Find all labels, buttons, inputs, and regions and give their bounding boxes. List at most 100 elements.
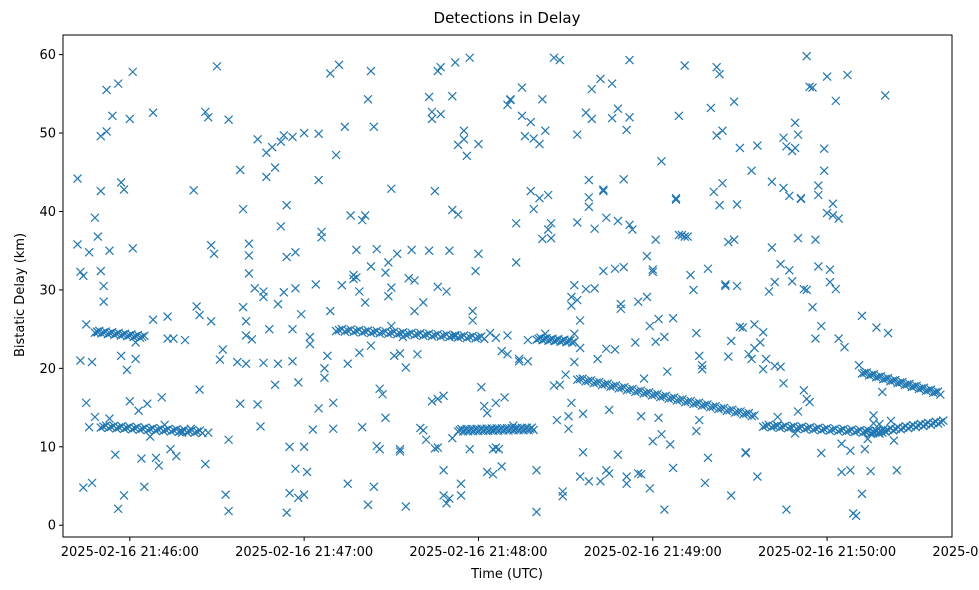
data-point: [697, 360, 707, 370]
data-point: [241, 359, 251, 369]
data-point: [476, 382, 486, 392]
data-point: [648, 267, 658, 277]
data-point: [250, 283, 260, 293]
data-point: [755, 338, 765, 347]
data-point: [352, 326, 361, 336]
data-point: [375, 384, 385, 394]
data-point: [116, 178, 126, 187]
data-point: [689, 285, 698, 295]
data-point: [503, 330, 512, 340]
data-point: [587, 114, 597, 124]
data-point: [581, 284, 591, 294]
data-point: [381, 268, 390, 278]
data-point: [622, 479, 632, 489]
data-point: [84, 247, 94, 257]
data-point: [444, 332, 454, 342]
data-point: [73, 240, 82, 249]
data-point: [787, 276, 797, 286]
points-layer: [73, 51, 948, 521]
data-point: [119, 424, 129, 434]
data-point: [497, 461, 507, 471]
data-point: [360, 327, 370, 336]
data-point: [874, 372, 884, 382]
data-point: [758, 364, 768, 374]
data-point: [218, 345, 228, 354]
data-point: [581, 377, 590, 386]
data-point: [137, 332, 147, 342]
data-point: [290, 283, 300, 293]
data-point: [601, 213, 611, 223]
data-point: [192, 427, 202, 437]
data-point: [625, 220, 634, 230]
data-point: [532, 507, 541, 517]
data-point: [608, 381, 618, 391]
data-point: [619, 262, 629, 272]
data-point: [340, 122, 350, 132]
data-point: [363, 500, 373, 510]
data-point: [584, 175, 594, 185]
data-point: [383, 329, 393, 339]
data-point: [520, 131, 530, 141]
data-point: [168, 334, 178, 343]
data-point: [375, 444, 385, 454]
data-point: [604, 405, 614, 415]
data-point: [180, 335, 190, 345]
data-point: [828, 210, 838, 220]
data-point: [410, 306, 419, 316]
data-point: [96, 186, 106, 196]
data-point: [549, 53, 559, 63]
data-point: [73, 174, 82, 183]
data-point: [529, 204, 539, 214]
data-point: [102, 85, 112, 95]
data-point: [261, 172, 271, 182]
data-point: [706, 103, 716, 113]
data-point: [453, 333, 463, 342]
data-point: [775, 423, 785, 433]
data-point: [642, 388, 651, 398]
data-point: [867, 370, 876, 380]
data-point: [834, 214, 844, 223]
data-point: [116, 351, 126, 361]
data-point: [866, 429, 876, 439]
plot-frame: [62, 34, 953, 538]
data-point: [564, 424, 573, 434]
data-point: [712, 130, 722, 140]
data-point: [320, 373, 329, 383]
data-point: [433, 66, 443, 76]
data-point: [81, 398, 91, 408]
data-point: [465, 444, 475, 454]
data-point: [813, 181, 823, 191]
data-point: [189, 185, 199, 195]
data-point: [569, 329, 579, 339]
data-point: [244, 250, 254, 260]
data-point: [482, 467, 492, 477]
data-point: [575, 472, 585, 482]
data-point: [665, 440, 675, 449]
data-point: [526, 186, 536, 196]
data-point: [369, 482, 379, 492]
data-point: [378, 327, 387, 337]
data-point: [244, 239, 254, 249]
data-point: [610, 264, 620, 274]
data-point: [276, 137, 286, 147]
data-point: [471, 334, 480, 343]
data-point: [622, 472, 632, 482]
data-point: [589, 378, 599, 388]
data-point: [590, 283, 600, 293]
data-point: [747, 411, 757, 421]
data-point: [822, 72, 832, 81]
data-point: [819, 166, 829, 176]
data-point: [622, 385, 632, 395]
data-point: [569, 357, 579, 367]
data-point: [918, 421, 928, 431]
data-point: [276, 221, 286, 231]
data-point: [404, 329, 414, 339]
data-point: [730, 408, 740, 417]
data-point: [825, 265, 835, 274]
data-point: [465, 53, 475, 63]
data-point: [436, 332, 446, 342]
data-point: [569, 280, 579, 290]
data-point: [845, 465, 855, 475]
